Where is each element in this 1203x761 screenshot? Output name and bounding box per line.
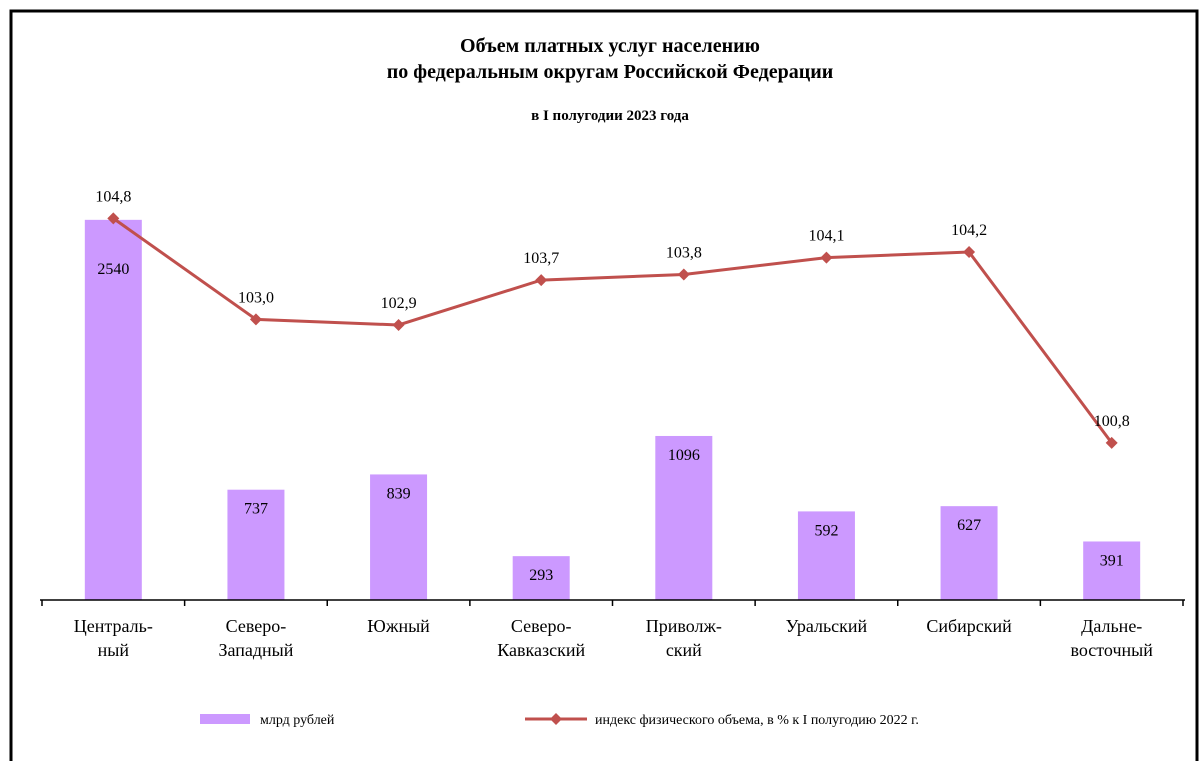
x-tick-label: Приволж-ский	[646, 616, 722, 660]
legend-label: млрд рублей	[260, 713, 335, 728]
bar	[655, 435, 713, 600]
bar-label: 293	[529, 567, 553, 584]
line-label: 103,7	[523, 250, 559, 267]
line-label: 103,8	[666, 244, 702, 261]
x-tick-label: Южный	[367, 616, 430, 636]
line-label: 103,0	[238, 289, 274, 306]
line-label: 100,8	[1094, 413, 1130, 430]
bar	[797, 511, 855, 600]
legend-label: индекс физического объема, в % к I полуг…	[595, 713, 919, 728]
bar-label: 2540	[97, 261, 129, 278]
chart-title: Объем платных услуг населению по федераль…	[387, 35, 834, 83]
bar-label: 1096	[668, 447, 700, 464]
x-tick-label: Сибирский	[926, 616, 1012, 636]
legend-swatch	[200, 714, 250, 724]
x-tick-label: Уральский	[786, 616, 868, 636]
bar-label: 627	[957, 517, 981, 534]
line-label: 102,9	[381, 295, 417, 312]
bar-label: 592	[814, 522, 838, 539]
line-label: 104,8	[95, 188, 131, 205]
bar	[84, 219, 142, 600]
legend-marker	[550, 713, 562, 725]
line-marker	[820, 251, 833, 264]
frame	[9, 9, 1199, 761]
line-marker	[107, 212, 120, 225]
bar	[227, 489, 285, 600]
line-marker	[963, 246, 976, 259]
line-marker	[535, 274, 548, 287]
line-label: 104,1	[808, 228, 844, 245]
bar-label: 737	[244, 501, 268, 518]
line-label: 104,2	[951, 222, 987, 239]
line	[112, 217, 1113, 444]
line-marker	[392, 318, 405, 331]
line-marker	[1105, 436, 1118, 449]
bar	[1083, 541, 1141, 600]
chart-subtitle: в I полугодии 2023 года	[531, 108, 689, 124]
line-marker	[249, 313, 262, 326]
bar	[940, 506, 998, 600]
line-marker	[677, 268, 690, 281]
x-tick-label: Северо-Западный	[218, 616, 293, 660]
bar-label: 839	[387, 485, 411, 502]
x-tick-label: Централь-ный	[74, 616, 153, 660]
x-tick-label: Дальне-восточный	[1070, 616, 1153, 660]
bar-label: 391	[1100, 552, 1124, 569]
x-tick-label: Северо-Кавказский	[497, 616, 585, 660]
bar	[512, 556, 570, 600]
bar	[370, 474, 428, 600]
